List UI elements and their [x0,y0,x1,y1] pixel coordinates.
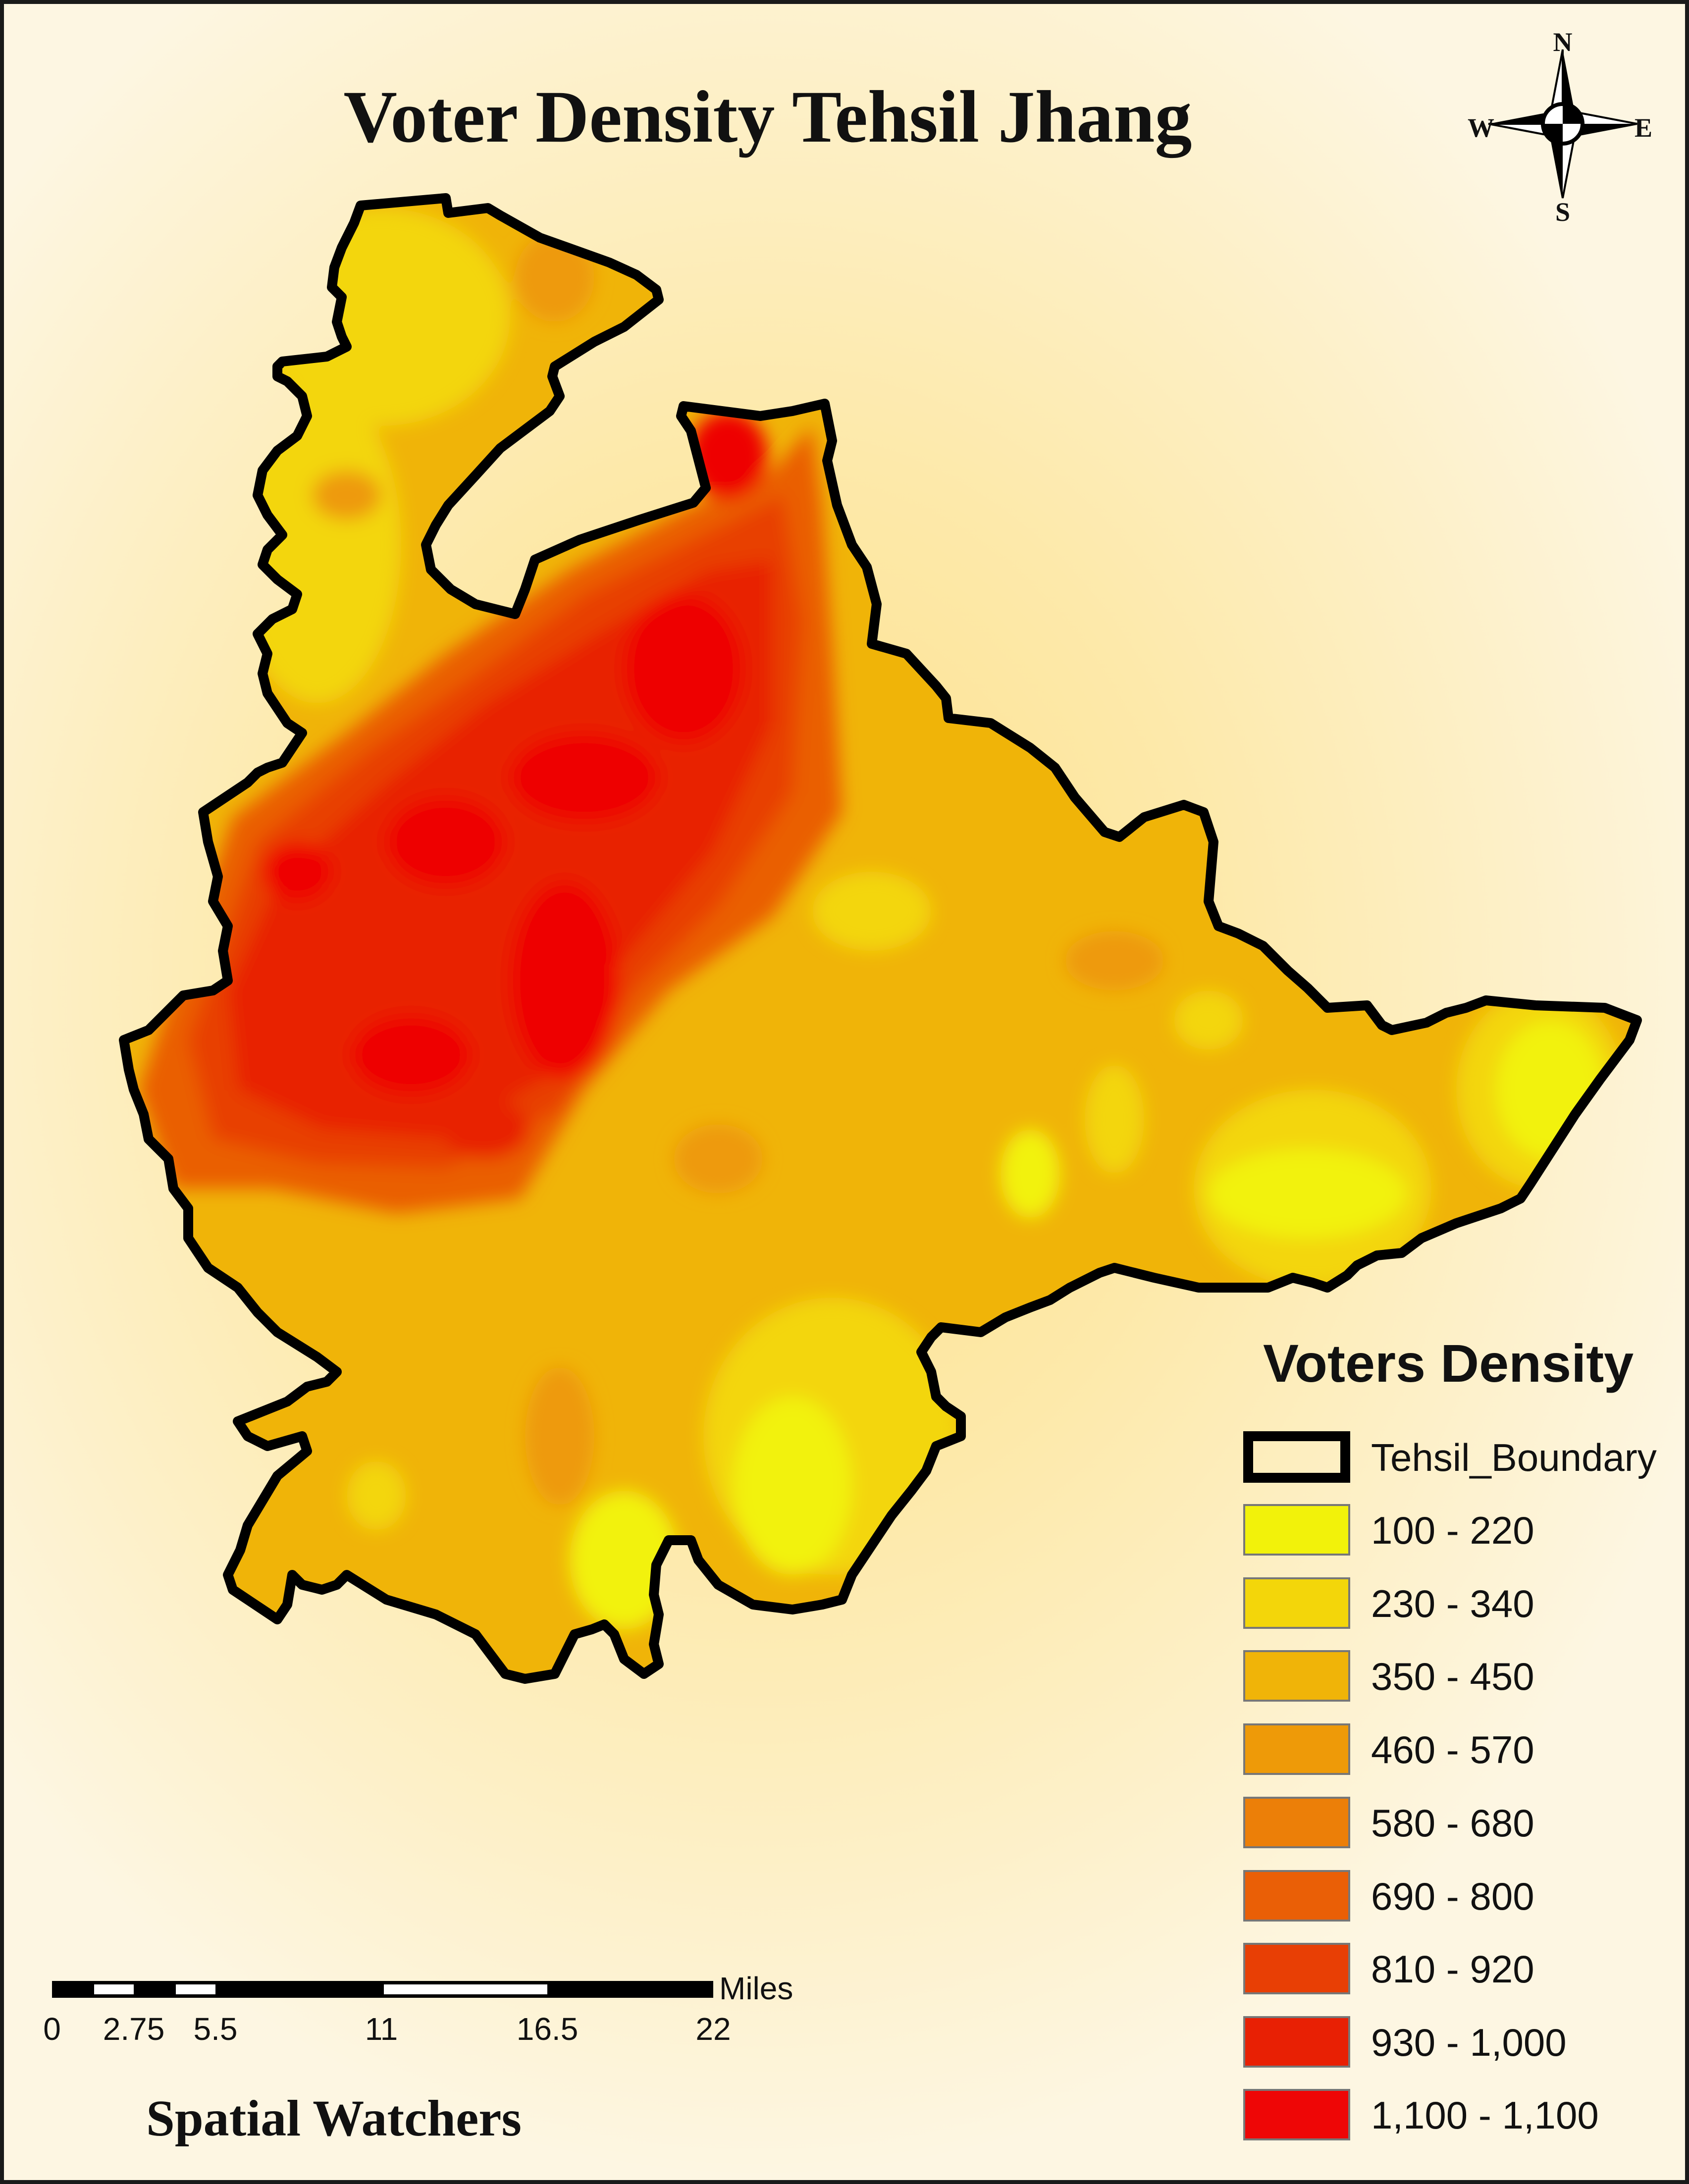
legend-item: 690 - 800 [1243,1870,1679,1924]
legend-item: 580 - 680 [1243,1797,1679,1851]
compass-south-label: S [1555,197,1571,227]
legend-label: 350 - 450 [1371,1655,1534,1698]
tehsil-boundary [119,193,1642,1684]
boundary-swatch [1243,1431,1350,1483]
legend-swatch [1243,1723,1350,1775]
map-credit: Spatial Watchers [146,2090,522,2147]
scale-bar [52,1981,713,1998]
legend-swatch [1243,1504,1350,1556]
scale-tick-label: 11 [365,2011,398,2047]
legend-swatch [1243,1943,1350,1994]
legend-swatch [1243,2016,1350,2068]
legend-item: 810 - 920 [1243,1943,1679,1997]
legend-label: Tehsil_Boundary [1371,1436,1657,1479]
legend-label: 690 - 800 [1371,1874,1534,1918]
legend-swatch [1243,1870,1350,1922]
legend-item: 350 - 450 [1243,1650,1679,1705]
scale-tick-label: 2.75 [103,2011,165,2047]
legend-item-boundary: Tehsil_Boundary [1243,1431,1679,1486]
map-title: Voter Density Tehsil Jhang [343,76,1192,158]
scale-unit-label: Miles [719,1971,793,2006]
legend-swatch [1243,1797,1350,1848]
scale-tick-label: 0 [43,2011,61,2047]
legend-label: 580 - 680 [1371,1801,1534,1845]
legend-label: 460 - 570 [1371,1728,1534,1771]
legend-swatch [1243,2089,1350,2140]
legend-item: 930 - 1,000 [1243,2016,1679,2071]
compass-east-label: E [1634,113,1653,143]
legend-item: 1,100 - 1,100 [1243,2089,1679,2143]
legend-item: 460 - 570 [1243,1723,1679,1778]
legend-swatch [1243,1577,1350,1629]
legend-label: 230 - 340 [1371,1582,1534,1625]
legend-label: 100 - 220 [1371,1508,1534,1552]
scale-tick-label: 22 [695,2011,731,2047]
legend-swatch [1243,1650,1350,1702]
scale-tick-label: 16.5 [516,2011,579,2047]
legend-item: 230 - 340 [1243,1577,1679,1632]
legend-item: 100 - 220 [1243,1504,1679,1559]
north-arrow-icon [1488,49,1637,199]
legend-label: 810 - 920 [1371,1947,1534,1991]
legend-label: 930 - 1,000 [1371,2021,1567,2064]
legend-title: Voters Density [1263,1333,1634,1393]
compass-west-label: W [1468,113,1494,143]
density-surface [124,198,1637,1679]
scale-tick-label: 5.5 [193,2011,238,2047]
legend-label: 1,100 - 1,100 [1371,2093,1599,2137]
compass-north-label: N [1553,27,1573,57]
